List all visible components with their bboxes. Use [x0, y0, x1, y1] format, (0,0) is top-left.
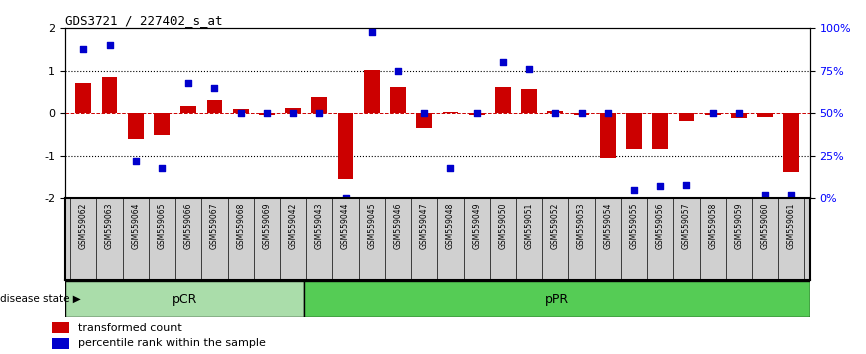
Bar — [304, 281, 810, 317]
Text: GSM559046: GSM559046 — [393, 202, 403, 249]
Text: GSM559063: GSM559063 — [105, 202, 114, 249]
Point — [234, 110, 248, 116]
Text: pCR: pCR — [172, 293, 197, 306]
Text: GSM559043: GSM559043 — [315, 202, 324, 249]
Text: GSM559054: GSM559054 — [604, 202, 612, 249]
Point — [759, 192, 772, 198]
Bar — [364, 70, 379, 113]
Point — [575, 110, 589, 116]
Point — [286, 110, 300, 116]
Bar — [573, 113, 590, 115]
Text: GSM559060: GSM559060 — [760, 202, 770, 249]
Text: GSM559058: GSM559058 — [708, 202, 717, 249]
Bar — [757, 113, 773, 117]
Text: GSM559047: GSM559047 — [420, 202, 429, 249]
Point — [785, 192, 798, 198]
Point — [208, 85, 222, 91]
Point — [627, 187, 641, 193]
Bar — [65, 281, 304, 317]
Point — [680, 182, 694, 188]
Text: GSM559068: GSM559068 — [236, 202, 245, 249]
Point — [129, 158, 143, 164]
Bar — [495, 87, 511, 113]
Text: GSM559067: GSM559067 — [210, 202, 219, 249]
Point — [496, 59, 510, 65]
Point — [732, 110, 746, 116]
Bar — [180, 106, 196, 113]
Text: transformed count: transformed count — [78, 322, 182, 332]
Point — [365, 29, 378, 35]
Bar — [731, 113, 746, 118]
Bar — [784, 113, 799, 172]
Text: GSM559052: GSM559052 — [551, 202, 559, 249]
Text: GSM559066: GSM559066 — [184, 202, 193, 249]
Bar — [390, 87, 406, 113]
Text: GSM559057: GSM559057 — [682, 202, 691, 249]
Bar — [154, 113, 170, 135]
Point — [391, 68, 405, 74]
Bar — [469, 113, 485, 115]
Bar — [547, 111, 563, 113]
Text: GSM559069: GSM559069 — [262, 202, 271, 249]
Text: GSM559042: GSM559042 — [288, 202, 298, 249]
Bar — [705, 113, 721, 115]
Bar — [626, 113, 642, 149]
Text: disease state ▶: disease state ▶ — [0, 294, 81, 304]
Bar — [338, 113, 353, 179]
Text: GSM559065: GSM559065 — [158, 202, 166, 249]
Text: GSM559062: GSM559062 — [79, 202, 87, 249]
Point — [601, 110, 615, 116]
Point — [653, 183, 667, 189]
Text: GSM559061: GSM559061 — [787, 202, 796, 249]
Point — [181, 80, 195, 86]
Text: GSM559044: GSM559044 — [341, 202, 350, 249]
Bar — [600, 113, 616, 158]
Bar — [128, 113, 144, 139]
Bar — [312, 97, 327, 113]
Point — [76, 46, 90, 52]
Text: GSM559064: GSM559064 — [132, 202, 140, 249]
Bar — [285, 108, 301, 113]
Text: GSM559055: GSM559055 — [630, 202, 638, 249]
Bar — [52, 338, 69, 349]
Point — [443, 165, 457, 171]
Point — [469, 110, 483, 116]
Text: GSM559053: GSM559053 — [577, 202, 586, 249]
Bar — [417, 113, 432, 128]
Text: GSM559059: GSM559059 — [734, 202, 743, 249]
Bar — [679, 113, 695, 121]
Bar — [75, 83, 91, 113]
Point — [102, 42, 116, 48]
Text: GSM559045: GSM559045 — [367, 202, 376, 249]
Point — [155, 165, 169, 171]
Bar — [521, 88, 537, 113]
Bar — [259, 113, 275, 115]
Bar — [652, 113, 668, 149]
Bar — [233, 109, 249, 113]
Point — [417, 110, 431, 116]
Text: GDS3721 / 227402_s_at: GDS3721 / 227402_s_at — [65, 14, 223, 27]
Point — [522, 66, 536, 72]
Bar — [101, 77, 118, 113]
Text: percentile rank within the sample: percentile rank within the sample — [78, 338, 266, 348]
Point — [339, 195, 352, 201]
Point — [260, 110, 274, 116]
Text: GSM559056: GSM559056 — [656, 202, 665, 249]
Text: GSM559050: GSM559050 — [499, 202, 507, 249]
Point — [548, 110, 562, 116]
Text: GSM559049: GSM559049 — [472, 202, 481, 249]
Point — [706, 110, 720, 116]
Bar — [207, 100, 223, 113]
Bar — [52, 322, 69, 333]
Text: pPR: pPR — [545, 293, 569, 306]
Point — [313, 110, 326, 116]
Text: GSM559051: GSM559051 — [525, 202, 533, 249]
Text: GSM559048: GSM559048 — [446, 202, 455, 249]
